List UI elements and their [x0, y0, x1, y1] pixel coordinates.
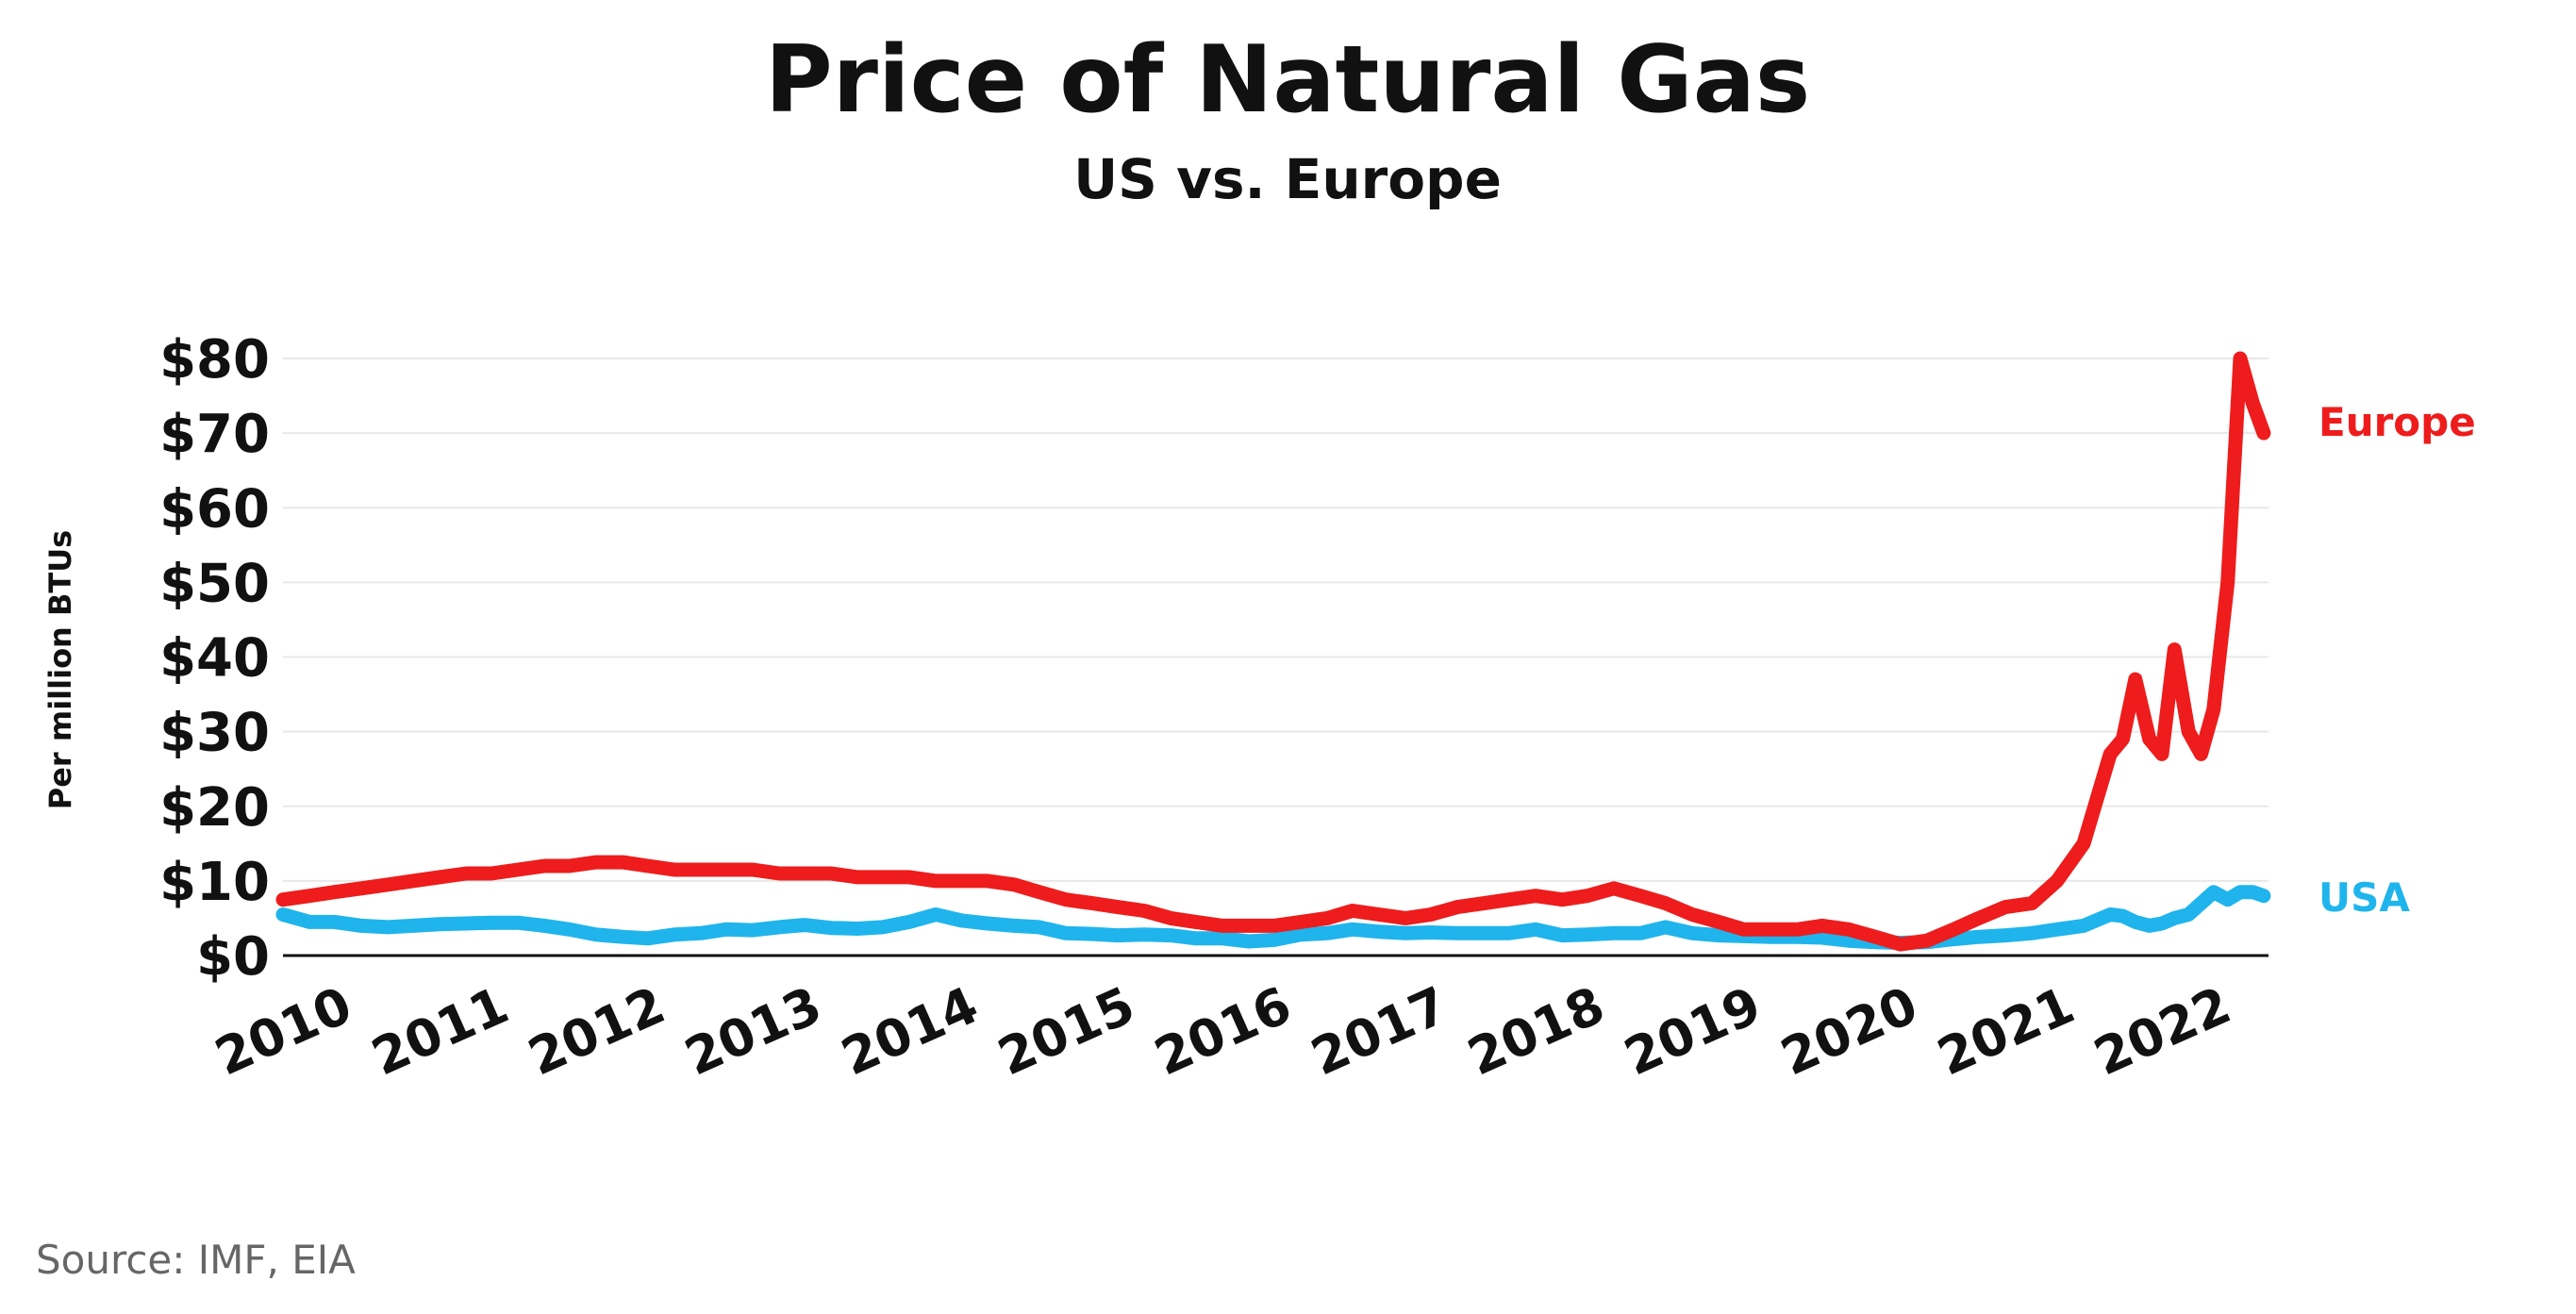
x-tick-label: 2016	[1146, 975, 1300, 1088]
x-tick-label: 2015	[989, 975, 1143, 1088]
x-tick-label: 2022	[2086, 975, 2239, 1088]
y-tick-label: $80	[159, 329, 270, 391]
y-tick-label: $40	[159, 628, 270, 690]
x-tick-label: 2017	[1303, 975, 1456, 1088]
y-axis-ticks: $0 $10 $20 $30 $40 $50 $60 $70 $80	[159, 329, 270, 988]
x-tick-label: 2018	[1459, 975, 1613, 1088]
x-tick-label: 2020	[1772, 975, 1926, 1088]
series-labels: USA Europe	[2318, 399, 2476, 921]
x-tick-label: 2021	[1929, 975, 2083, 1088]
y-tick-label: $30	[159, 703, 270, 764]
series-line-usa	[275, 885, 2271, 950]
series-lines	[275, 351, 2271, 952]
chart-title: Price of Natural Gas	[765, 26, 1810, 134]
y-tick-label: $50	[159, 553, 270, 614]
y-tick-label: $10	[159, 852, 270, 913]
x-axis-ticks: 2010 2011 2012 2013 2014 2015 2016 2017 2018 2019…	[207, 975, 2239, 1088]
x-tick-label: 2010	[207, 975, 360, 1088]
source-note: Source: IMF, EIA	[36, 1237, 356, 1283]
y-tick-label: $70	[159, 404, 270, 465]
chart-subtitle: US vs. Europe	[1073, 147, 1502, 211]
grid-lines	[283, 358, 2269, 882]
x-tick-label: 2012	[520, 975, 673, 1088]
x-tick-label: 2019	[1616, 975, 1770, 1088]
y-tick-label: $20	[159, 777, 270, 839]
x-tick-label: 2013	[676, 975, 830, 1088]
x-tick-label: 2011	[363, 975, 517, 1088]
y-tick-label: $60	[159, 478, 270, 540]
series-label-europe: Europe	[2318, 399, 2476, 445]
series-label-usa: USA	[2318, 874, 2410, 921]
y-tick-label: $0	[196, 926, 270, 988]
x-tick-label: 2014	[833, 975, 987, 1088]
series-line-europe	[275, 351, 2271, 952]
y-axis-label: Per million BTUs	[42, 530, 78, 809]
